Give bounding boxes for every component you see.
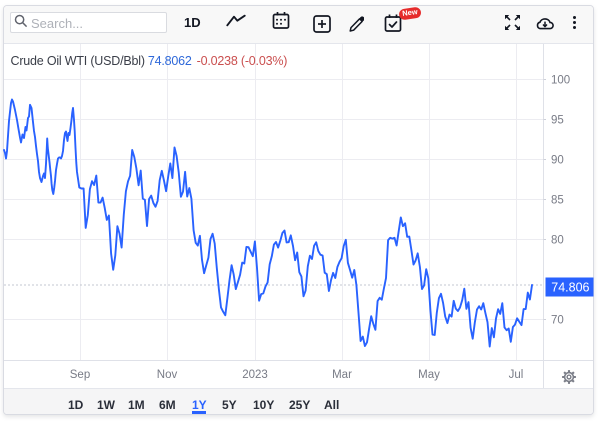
svg-text:90: 90 [551, 155, 564, 167]
svg-text:74.806: 74.806 [551, 281, 589, 295]
svg-text:85: 85 [551, 195, 564, 207]
svg-text:May: May [418, 369, 440, 381]
svg-text:Jul: Jul [509, 369, 524, 381]
svg-text:95: 95 [551, 115, 564, 127]
svg-text:Mar: Mar [332, 369, 352, 381]
svg-text:100: 100 [551, 75, 570, 87]
svg-text:80: 80 [551, 235, 564, 247]
svg-text:Sep: Sep [70, 369, 90, 381]
svg-text:2023: 2023 [242, 369, 268, 381]
svg-text:70: 70 [551, 315, 564, 327]
svg-text:Nov: Nov [157, 369, 178, 381]
